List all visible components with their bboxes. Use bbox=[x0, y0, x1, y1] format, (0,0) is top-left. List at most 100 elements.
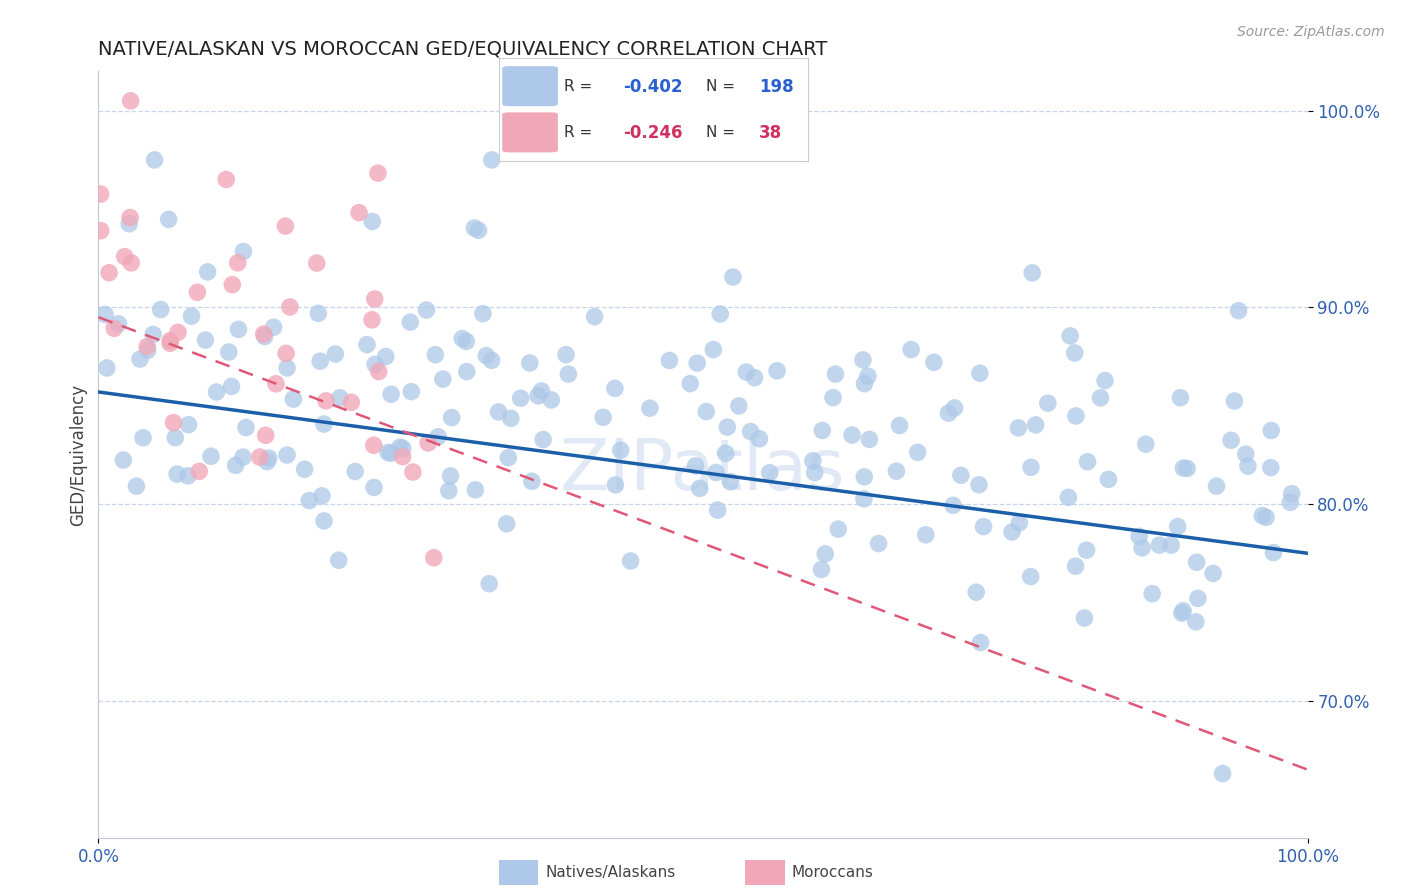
Point bbox=[766, 364, 789, 378]
Point bbox=[307, 306, 329, 320]
Text: Moroccans: Moroccans bbox=[792, 865, 873, 880]
Point bbox=[478, 576, 501, 591]
Point bbox=[278, 300, 301, 314]
Text: NATIVE/ALASKAN VS MOROCCAN GED/EQUIVALENCY CORRELATION CHART: NATIVE/ALASKAN VS MOROCCAN GED/EQUIVALEN… bbox=[98, 39, 828, 59]
Point bbox=[361, 313, 384, 327]
Point bbox=[377, 445, 399, 459]
Point bbox=[401, 384, 423, 399]
Point bbox=[415, 303, 437, 318]
Point bbox=[744, 370, 766, 384]
Point bbox=[1171, 606, 1194, 620]
Point bbox=[367, 166, 389, 180]
Point bbox=[943, 401, 966, 415]
Point bbox=[1279, 495, 1302, 509]
Text: N =: N = bbox=[706, 126, 740, 140]
Point bbox=[499, 411, 522, 425]
Point bbox=[889, 418, 911, 433]
Point bbox=[973, 519, 995, 533]
Point bbox=[107, 317, 129, 331]
Point bbox=[620, 554, 643, 568]
Point bbox=[90, 187, 112, 202]
Point bbox=[841, 428, 863, 442]
Point bbox=[969, 635, 991, 649]
Point bbox=[180, 309, 202, 323]
Point bbox=[530, 384, 553, 398]
Y-axis label: GED/Equivalency: GED/Equivalency bbox=[69, 384, 87, 526]
Point bbox=[821, 391, 844, 405]
Point bbox=[167, 326, 190, 340]
Point bbox=[475, 349, 498, 363]
Point bbox=[263, 320, 285, 334]
Point bbox=[159, 334, 181, 348]
Point bbox=[253, 327, 276, 342]
Point bbox=[1281, 486, 1303, 500]
Point bbox=[463, 221, 485, 235]
Point bbox=[801, 454, 824, 468]
Text: Natives/Alaskans: Natives/Alaskans bbox=[546, 865, 676, 880]
Point bbox=[364, 292, 387, 306]
Point bbox=[136, 339, 159, 353]
Point bbox=[1064, 409, 1087, 423]
Point bbox=[253, 329, 276, 343]
Point bbox=[1130, 541, 1153, 555]
Point bbox=[1073, 611, 1095, 625]
Point bbox=[609, 443, 631, 458]
Point bbox=[969, 366, 991, 380]
Point bbox=[1223, 394, 1246, 409]
Point bbox=[949, 468, 972, 483]
Point bbox=[1173, 604, 1195, 618]
Point bbox=[1185, 615, 1208, 629]
Point bbox=[1220, 434, 1243, 448]
Point bbox=[914, 528, 936, 542]
Point bbox=[531, 433, 554, 447]
Text: 198: 198 bbox=[759, 78, 793, 95]
Point bbox=[540, 392, 562, 407]
Point bbox=[603, 381, 626, 395]
Point bbox=[380, 387, 402, 401]
Text: 38: 38 bbox=[759, 124, 782, 142]
Point bbox=[356, 337, 378, 351]
Point bbox=[1254, 510, 1277, 524]
Point bbox=[305, 256, 328, 270]
Point bbox=[1251, 508, 1274, 523]
Point bbox=[1076, 543, 1098, 558]
Point bbox=[1160, 538, 1182, 552]
Point bbox=[922, 355, 945, 369]
Point bbox=[194, 333, 217, 347]
Point bbox=[361, 214, 384, 228]
Point bbox=[1021, 266, 1043, 280]
Point bbox=[1167, 519, 1189, 533]
Point bbox=[1019, 460, 1042, 475]
Point bbox=[803, 466, 825, 480]
Point bbox=[391, 450, 413, 464]
Point bbox=[418, 436, 440, 450]
Point bbox=[367, 365, 389, 379]
Point bbox=[1227, 303, 1250, 318]
Point bbox=[1173, 461, 1195, 475]
Point bbox=[232, 244, 254, 259]
Point bbox=[228, 322, 250, 336]
Point bbox=[702, 343, 724, 357]
Point bbox=[858, 433, 880, 447]
Point bbox=[298, 493, 321, 508]
Point bbox=[402, 465, 425, 479]
Point bbox=[555, 348, 578, 362]
Point bbox=[157, 212, 180, 227]
Point bbox=[481, 153, 503, 167]
Point bbox=[1059, 329, 1081, 343]
Point bbox=[1234, 447, 1257, 461]
Point bbox=[1007, 421, 1029, 435]
Point bbox=[1097, 472, 1119, 486]
Point bbox=[143, 153, 166, 167]
Point bbox=[748, 432, 770, 446]
Point bbox=[1036, 396, 1059, 410]
Point bbox=[439, 469, 461, 483]
Point bbox=[471, 307, 494, 321]
Text: ZIPatlas: ZIPatlas bbox=[560, 436, 846, 505]
Point bbox=[1170, 391, 1192, 405]
Text: -0.246: -0.246 bbox=[623, 124, 682, 142]
Point bbox=[464, 483, 486, 497]
Point bbox=[94, 308, 117, 322]
Point bbox=[221, 277, 243, 292]
Point bbox=[440, 410, 463, 425]
